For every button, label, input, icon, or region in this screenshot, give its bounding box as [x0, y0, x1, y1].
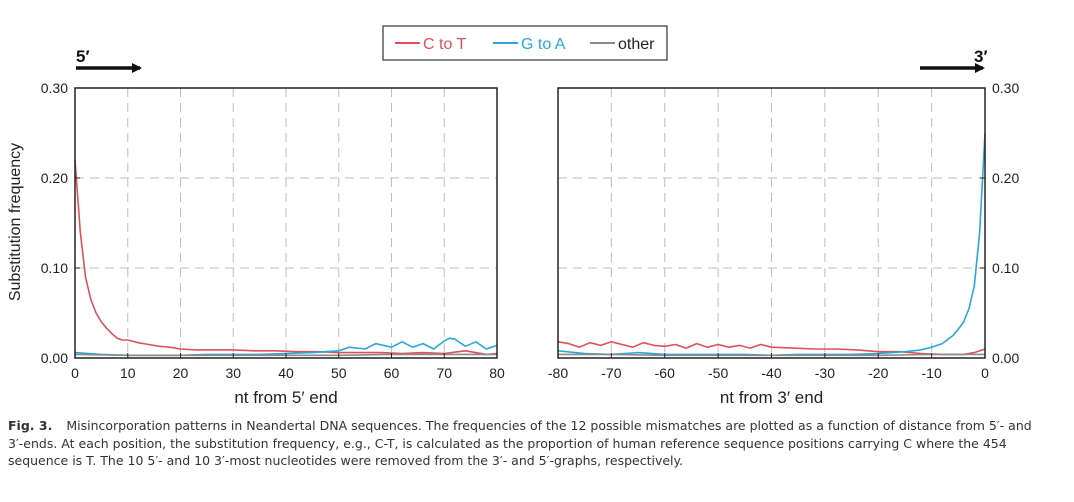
x-tick-label: -50 [708, 365, 728, 381]
x-tick-label: -60 [655, 365, 675, 381]
y-tick-label: 0.00 [992, 350, 1019, 366]
caption-label: Fig. 3. [8, 418, 53, 433]
x-tick-label: 50 [331, 365, 347, 381]
caption-text: Misincorporation patterns in Neandertal … [8, 418, 1032, 468]
chart-left: 0 10 20 30 40 50 60 70 80 0.00 0.10 0.20 0.30 nt from… [41, 80, 505, 407]
x-tick-label: 40 [278, 365, 294, 381]
y-axis-title: Substitution frequency [7, 143, 24, 301]
x-tick-label: 20 [173, 365, 189, 381]
x-axis-title: nt from 3′ end [720, 388, 823, 407]
x-axis-title: nt from 5′ end [234, 388, 337, 407]
legend-label-c-to-t: C to T [423, 36, 467, 53]
y-tick-label: 0.20 [992, 170, 1019, 186]
five-prime-label: 5′ [76, 47, 90, 66]
series-line-g-to-a [557, 132, 986, 357]
legend-label-other: other [618, 36, 655, 53]
x-tick-label: 70 [436, 365, 452, 381]
legend-label-g-to-a: G to A [521, 36, 566, 53]
figure-canvas: C to T G to A other 5′ 3′ Substitution f… [7, 25, 1020, 407]
x-tick-label: -40 [761, 365, 781, 381]
x-tick-label: 80 [489, 365, 505, 381]
y-tick-label: 0.00 [41, 350, 68, 366]
y-tick-label: 0.20 [41, 170, 68, 186]
series-line-c-to-t [74, 159, 498, 356]
y-tick-label: 0.30 [992, 80, 1019, 96]
y-tick-label: 0.10 [41, 260, 68, 276]
x-tick-label: 30 [225, 365, 241, 381]
x-tick-label: -20 [868, 365, 888, 381]
x-tick-label: -10 [922, 365, 942, 381]
legend: C to T G to A other [382, 25, 668, 61]
y-tick-label: 0.30 [41, 80, 68, 96]
x-tick-label: 60 [384, 365, 400, 381]
three-prime-label: 3′ [974, 47, 988, 66]
chart-right: -80 -70 -60 -50 -40 -30 -20 -10 00.00 0.10 0.20 0.3… [548, 80, 1020, 407]
x-tick-label: -30 [815, 365, 835, 381]
x-tick-label: 0 [71, 365, 79, 381]
figure-caption: Fig. 3. Misincorporation patterns in Nean… [8, 417, 1048, 470]
x-tick-label: -70 [601, 365, 621, 381]
x-tick-label: -80 [548, 365, 568, 381]
x-tick-label: 0 [981, 365, 989, 381]
x-tick-label: 10 [120, 365, 136, 381]
y-tick-label: 0.10 [992, 260, 1019, 276]
